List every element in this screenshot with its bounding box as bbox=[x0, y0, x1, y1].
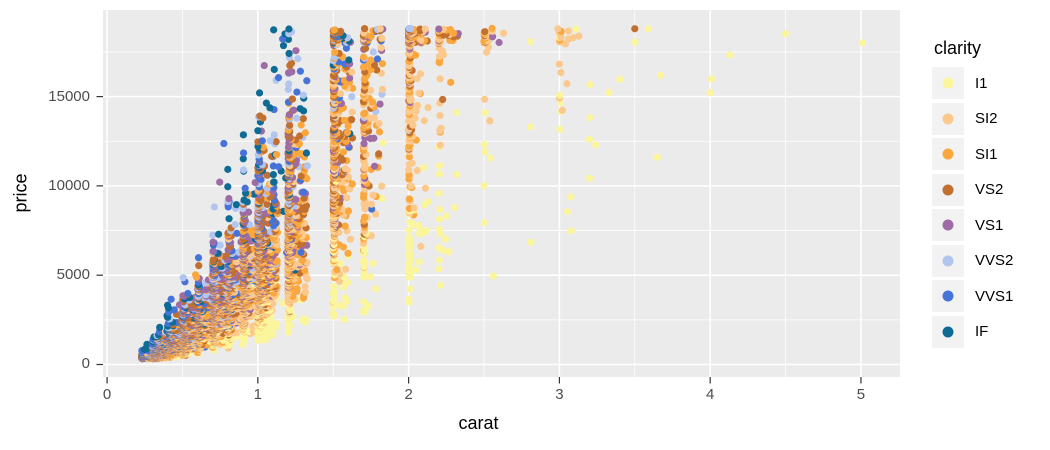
legend-entry-vs1: VS1 bbox=[932, 209, 1013, 241]
y-tick-label: 15000 bbox=[48, 87, 90, 105]
x-tick-label: 1 bbox=[253, 386, 263, 403]
x-tick-label: 3 bbox=[555, 386, 564, 403]
legend-entry-si2: SI2 bbox=[932, 102, 1013, 135]
legend-entry-si1: SI1 bbox=[932, 138, 1013, 170]
legend-title: clarity bbox=[934, 38, 982, 58]
x-axis-title-text: carat bbox=[458, 413, 499, 433]
x-tick-label: 0 bbox=[102, 386, 112, 403]
legend-label: VS2 bbox=[975, 181, 1004, 198]
x-tick-label: 4 bbox=[706, 386, 715, 403]
legend-entry-if: IF bbox=[932, 315, 1013, 348]
legend-key-swatch bbox=[932, 102, 964, 135]
legend-label: VS1 bbox=[975, 216, 1004, 234]
x-tick-label: 5 bbox=[856, 386, 866, 403]
legend-entries: I1 SI2 SI1 VS2 VS1 VVS2 VVS1 IF bbox=[932, 67, 1013, 348]
legend-entry-vvs2: VVS2 bbox=[932, 244, 1014, 277]
legend-point-icon bbox=[942, 290, 954, 302]
legend-key-swatch bbox=[932, 280, 964, 312]
x-axis-title: carat bbox=[0, 413, 1003, 434]
legend-point-icon bbox=[942, 326, 954, 337]
legend-label: IF bbox=[975, 323, 989, 340]
legend-label: SI2 bbox=[975, 110, 998, 127]
legend-label: VVS1 bbox=[975, 287, 1014, 305]
legend-point-icon bbox=[942, 77, 954, 89]
legend: clarity I1 SI2 SI1 VS2 VS1 VVS2 VVS1 IF bbox=[932, 38, 1013, 351]
legend-key-swatch bbox=[932, 173, 964, 206]
legend-key-swatch bbox=[932, 315, 964, 348]
legend-key-swatch bbox=[932, 67, 964, 99]
legend-label: I1 bbox=[975, 74, 988, 92]
legend-point-icon bbox=[942, 255, 954, 266]
legend-point-icon bbox=[942, 148, 954, 160]
y-tick-label: 0 bbox=[81, 355, 90, 373]
legend-entry-i1: I1 bbox=[932, 67, 1013, 99]
legend-point-icon bbox=[942, 113, 954, 124]
legend-entry-vs2: VS2 bbox=[932, 173, 1013, 206]
legend-point-icon bbox=[942, 184, 954, 195]
y-axis-title: price bbox=[10, 173, 31, 213]
legend-key-swatch bbox=[932, 138, 964, 170]
legend-point-icon bbox=[942, 219, 954, 231]
legend-label: VVS2 bbox=[975, 252, 1014, 269]
y-tick-label: 10000 bbox=[48, 176, 90, 194]
legend-label: SI1 bbox=[975, 145, 998, 163]
legend-entry-vvs1: VVS1 bbox=[932, 280, 1013, 312]
y-tick-label: 5000 bbox=[56, 266, 90, 284]
legend-key-swatch bbox=[932, 209, 964, 241]
legend-key-swatch bbox=[932, 244, 964, 277]
x-tick-label: 2 bbox=[404, 386, 413, 403]
